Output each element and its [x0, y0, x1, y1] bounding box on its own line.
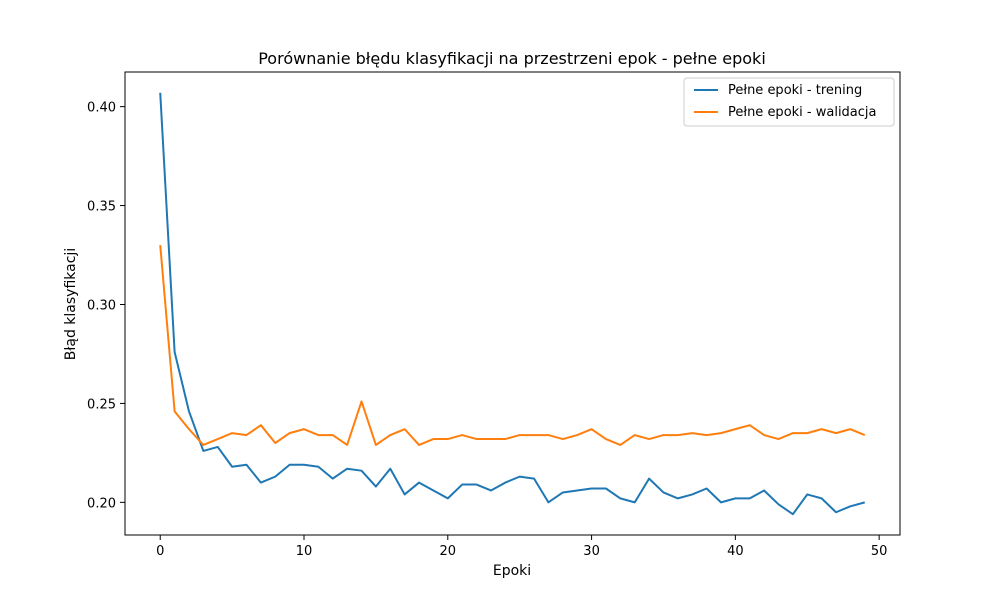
y-tick-label: 0.30	[87, 298, 116, 313]
series-line-training	[159, 92, 866, 516]
x-tick-label: 10	[296, 544, 313, 559]
y-tick-label: 0.40	[87, 101, 116, 116]
x-axis-ticks: 0 10 20 30 40 50	[156, 535, 887, 559]
legend-box	[683, 77, 895, 127]
legend: Pełne epoki - trening Pełne epoki - wali…	[683, 77, 895, 127]
plot-frame	[124, 71, 901, 536]
legend-label-validation: Pełne epoki - walidacja	[728, 105, 877, 120]
y-axis-label: Błąd klasyfikacji	[63, 248, 79, 360]
x-tick-label: 20	[440, 544, 457, 559]
x-tick-label: 30	[583, 544, 600, 559]
y-tick-label: 0.20	[87, 496, 116, 511]
x-axis-label: Epoki	[493, 563, 531, 579]
y-tick-label: 0.25	[87, 397, 116, 412]
x-tick-label: 50	[871, 544, 888, 559]
x-tick-label: 0	[156, 544, 164, 559]
y-tick-label: 0.35	[87, 200, 116, 215]
plot-lines	[159, 92, 866, 516]
chart-title: Porównanie błędu klasyfikacji na przestr…	[258, 49, 766, 68]
series-line-validation	[159, 245, 866, 446]
legend-label-training: Pełne epoki - trening	[728, 83, 862, 98]
x-tick-label: 40	[727, 544, 744, 559]
y-axis-ticks: 0.20 0.25 0.30 0.35 0.40	[87, 101, 125, 511]
